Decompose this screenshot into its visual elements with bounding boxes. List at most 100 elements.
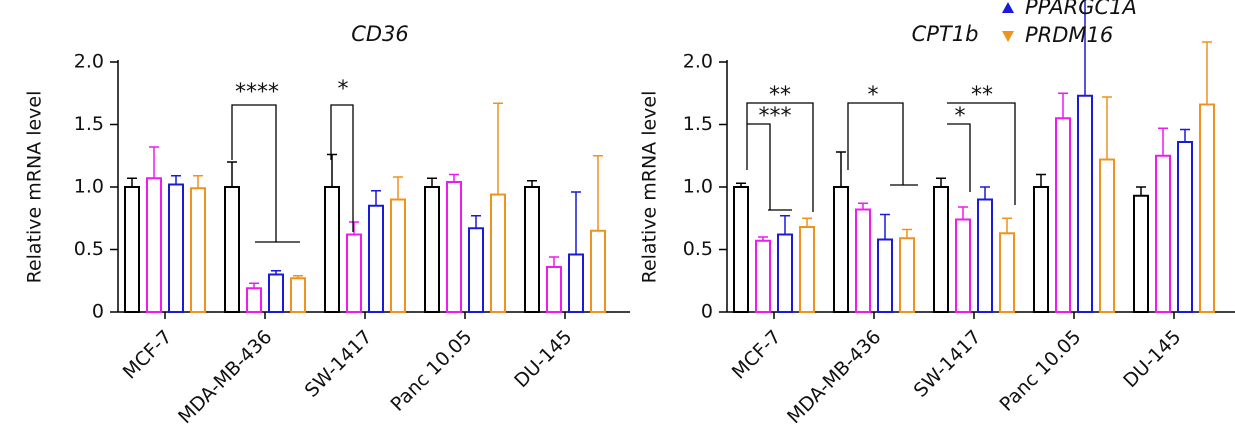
bar: [290, 277, 306, 313]
bar: [446, 181, 462, 313]
x-tick-label: MDA-MB-436: [174, 326, 276, 428]
bar: [1133, 194, 1149, 313]
error-bar: [1136, 186, 1146, 196]
error-bar: [227, 161, 237, 187]
bar: [146, 177, 162, 313]
bar: [799, 226, 815, 313]
error-bar: [1158, 127, 1168, 156]
y-tick-label: 0: [701, 301, 713, 323]
error-bar: [271, 270, 281, 275]
error-bar: [902, 228, 912, 239]
bar: [933, 186, 949, 313]
bar: [424, 186, 440, 313]
significance-bracket: [947, 123, 971, 192]
error-bar: [836, 151, 846, 187]
error-bar: [249, 282, 259, 289]
bar: [590, 229, 606, 313]
y-tick-label: 2.0: [683, 51, 713, 73]
y-axis-label: Relative mRNA level: [639, 91, 661, 284]
bar: [346, 233, 362, 313]
error-bar: [493, 102, 503, 195]
bar: [955, 218, 971, 313]
bar: [268, 273, 284, 313]
error-bar: [758, 236, 768, 241]
legend-marker: [1002, 2, 1014, 13]
bar: [1199, 103, 1215, 313]
y-tick-label: 2.0: [74, 51, 104, 73]
bar: [468, 227, 484, 313]
y-tick-label: 0.5: [74, 238, 104, 260]
y-tick-label: 0.5: [683, 238, 713, 260]
bar: [224, 186, 240, 313]
significance-bracket: [330, 104, 354, 232]
y-tick-label: 1.5: [74, 113, 104, 135]
bar: [390, 198, 406, 313]
error-bar: [802, 217, 812, 227]
error-bar: [858, 202, 868, 210]
error-bar: [349, 221, 359, 235]
error-bar: [449, 173, 459, 182]
legend-marker: [1002, 31, 1014, 42]
bar: [777, 233, 793, 313]
chart-title: CD36: [351, 22, 409, 46]
error-bar: [293, 275, 303, 279]
bar: [546, 266, 562, 313]
bar: [324, 186, 340, 313]
significance-label: *: [338, 77, 349, 102]
significance-bracket: [231, 104, 277, 242]
bar: [124, 186, 140, 313]
error-bar: [780, 215, 790, 235]
x-tick-label: DU-145: [510, 326, 576, 392]
significance-label: ***: [759, 104, 792, 129]
error-bar: [1002, 217, 1012, 234]
error-bar: [549, 256, 559, 267]
error-bar: [527, 180, 537, 187]
x-tick-label: SW-1417: [910, 326, 986, 402]
error-bar: [393, 176, 403, 200]
x-tick-label: Panc 10.05: [996, 326, 1086, 416]
y-tick-label: 1.5: [683, 113, 713, 135]
chart-title: CPT1b: [912, 22, 979, 46]
error-bar: [427, 177, 437, 187]
error-bar: [371, 190, 381, 206]
bar: [899, 237, 915, 313]
x-tick-label: MCF-7: [728, 326, 786, 384]
x-tick-label: SW-1417: [301, 326, 377, 402]
bar: [168, 183, 184, 313]
bar: [877, 238, 893, 313]
error-bar: [1102, 96, 1112, 160]
error-bar: [1084, 0, 1086, 96]
bar: [733, 186, 749, 313]
error-bar: [471, 215, 481, 229]
y-tick-label: 1.0: [683, 176, 713, 198]
significance-label: ****: [235, 80, 279, 105]
error-bar: [958, 206, 968, 220]
legend-label: PPARGC1A: [1025, 0, 1137, 19]
bar: [490, 193, 506, 313]
significance-bracket: [947, 102, 1016, 205]
error-bar: [149, 146, 159, 179]
bar: [246, 287, 262, 313]
error-bar: [127, 177, 137, 187]
error-bar: [327, 153, 337, 187]
bar: [1099, 158, 1115, 313]
bar: [1055, 117, 1071, 313]
error-bar: [593, 155, 603, 231]
error-bar: [193, 175, 203, 189]
y-axis-label: Relative mRNA level: [24, 91, 46, 284]
bar: [755, 239, 771, 313]
x-tick-label: MCF-7: [119, 326, 177, 384]
bar: [1177, 141, 1193, 313]
bar: [190, 187, 206, 313]
error-bar: [980, 186, 990, 200]
y-tick-label: 1.0: [74, 176, 104, 198]
x-tick-label: DU-145: [1119, 326, 1185, 392]
error-bar: [571, 191, 581, 255]
error-bar: [1180, 128, 1190, 142]
bar: [855, 208, 871, 313]
significance-bracket: [747, 123, 771, 210]
bar: [368, 204, 384, 313]
significance-label: **: [769, 83, 791, 108]
error-bar: [736, 182, 746, 187]
